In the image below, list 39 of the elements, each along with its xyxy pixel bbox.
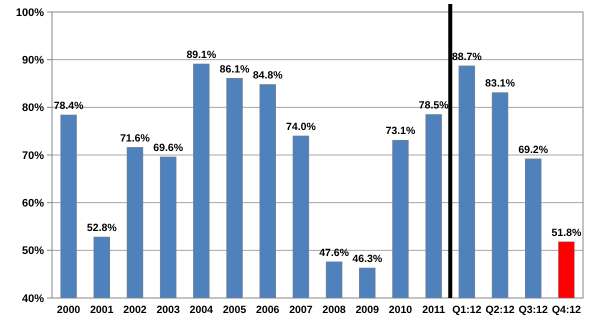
x-tick-label: 2007 (289, 304, 313, 316)
data-label: 86.1% (220, 63, 250, 76)
data-label: 83.1% (485, 78, 516, 90)
x-tick-label: 2008 (322, 304, 346, 316)
data-label: 78.4% (54, 100, 84, 112)
data-label: 78.5% (418, 99, 450, 112)
x-tick-label: 2009 (356, 304, 380, 316)
y-tick-label: 50% (22, 245, 44, 258)
x-tick-label: 2010 (388, 304, 412, 316)
x-tick-label: 2011 (422, 304, 446, 316)
data-label: 51.8% (552, 226, 582, 239)
data-label: 52.8% (86, 222, 118, 234)
x-tick-label: 2004 (190, 304, 214, 316)
data-label: 88.7% (452, 50, 482, 63)
x-tick-label: Q4:12 (552, 304, 582, 316)
data-label: 84.8% (252, 69, 284, 82)
data-label: 71.6% (120, 132, 151, 144)
data-label: 46.3% (352, 252, 383, 265)
x-tick-label: Q2:12 (485, 304, 515, 316)
x-tick-label: 2001 (90, 304, 114, 316)
data-label: 73.1% (386, 125, 416, 138)
y-tick-label: 70% (22, 150, 44, 162)
data-label: 89.1% (186, 48, 217, 61)
x-tick-label: 2000 (56, 304, 80, 316)
y-tick-label: 90% (22, 54, 44, 67)
y-tick-label: 40% (22, 292, 44, 305)
x-tick-label: Q3:12 (518, 304, 548, 316)
y-tick-label: 60% (22, 198, 44, 210)
x-tick-label: Q1:12 (452, 304, 482, 316)
data-label: 69.2% (518, 144, 549, 156)
y-tick-label: 100% (16, 6, 44, 19)
data-label: 47.6% (319, 246, 350, 259)
data-label: 74.0% (286, 120, 316, 133)
y-tick-label: 80% (22, 102, 44, 114)
x-tick-label: 2006 (256, 304, 280, 316)
x-tick-label: 2005 (222, 304, 246, 316)
x-tick-label: 2003 (156, 304, 180, 316)
data-label: 69.6% (153, 142, 184, 154)
x-tick-label: 2002 (123, 304, 147, 316)
